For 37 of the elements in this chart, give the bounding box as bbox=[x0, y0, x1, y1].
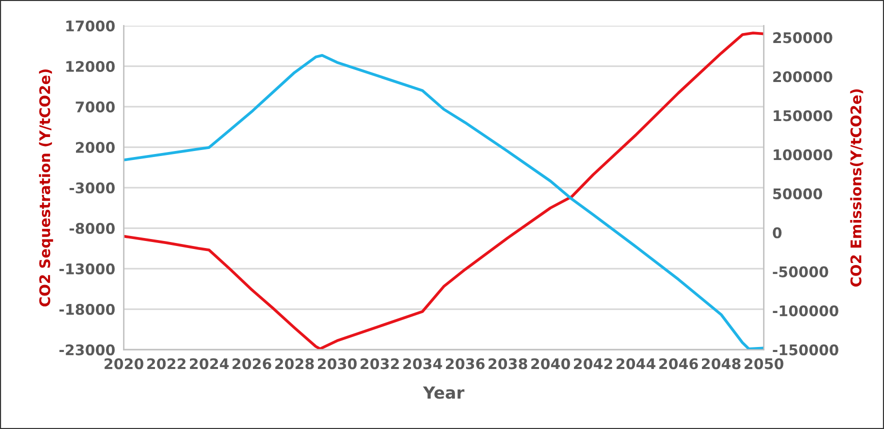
y-tick-label: -18000 bbox=[59, 304, 115, 315]
y2-tick-label: 200000 bbox=[773, 71, 832, 82]
y-tick-label: 7000 bbox=[76, 101, 115, 112]
x-tick-label: 2036 bbox=[446, 358, 485, 370]
y2-tick-label: 100000 bbox=[774, 149, 832, 160]
x-tick-label: 2020 bbox=[104, 358, 144, 370]
x-tick-label: 2024 bbox=[190, 358, 229, 370]
x-tick-label: 2042 bbox=[574, 358, 612, 370]
y2-tick-label: -50000 bbox=[772, 266, 828, 278]
y-tick-label: 2000 bbox=[76, 142, 115, 153]
y-tick-label: -13000 bbox=[59, 263, 115, 274]
x-tick-label: 2030 bbox=[318, 358, 357, 370]
x-axis-title: Year bbox=[422, 386, 464, 399]
y-tick-label: -8000 bbox=[70, 222, 115, 234]
y-tick-label: 17000 bbox=[66, 20, 115, 32]
y2-tick-label: -100000 bbox=[772, 305, 838, 316]
x-tick-label: 2038 bbox=[488, 358, 528, 370]
y-tick-label: -3000 bbox=[70, 182, 115, 194]
y2-tick-label: 50000 bbox=[773, 188, 822, 200]
y2-tick-label: -150000 bbox=[772, 344, 838, 356]
x-tick-label: 2044 bbox=[616, 358, 656, 370]
y-tick-label: 12000 bbox=[66, 60, 115, 72]
y2-axis-title: CO2 Emissions(Y/tCO2e) bbox=[850, 89, 864, 287]
x-tick-label: 2034 bbox=[403, 358, 442, 370]
x-tick-label: 2046 bbox=[659, 358, 698, 370]
y2-tick-label: 0 bbox=[772, 227, 782, 238]
y-axis-title: CO2 Sequestration (Y/tCO2e) bbox=[38, 69, 54, 306]
x-tick-label: 2048 bbox=[702, 358, 740, 370]
x-tick-label: 2040 bbox=[531, 358, 570, 370]
x-tick-label: 2028 bbox=[275, 358, 314, 370]
y2-tick-label: 150000 bbox=[774, 110, 832, 122]
x-tick-label: 2032 bbox=[360, 358, 399, 370]
x-tick-label: 2022 bbox=[147, 358, 186, 370]
x-tick-label: 2050 bbox=[744, 358, 784, 370]
y-tick-label: -23000 bbox=[59, 344, 115, 356]
x-tick-label: 2026 bbox=[232, 358, 272, 370]
y2-tick-label: 250000 bbox=[773, 32, 832, 44]
